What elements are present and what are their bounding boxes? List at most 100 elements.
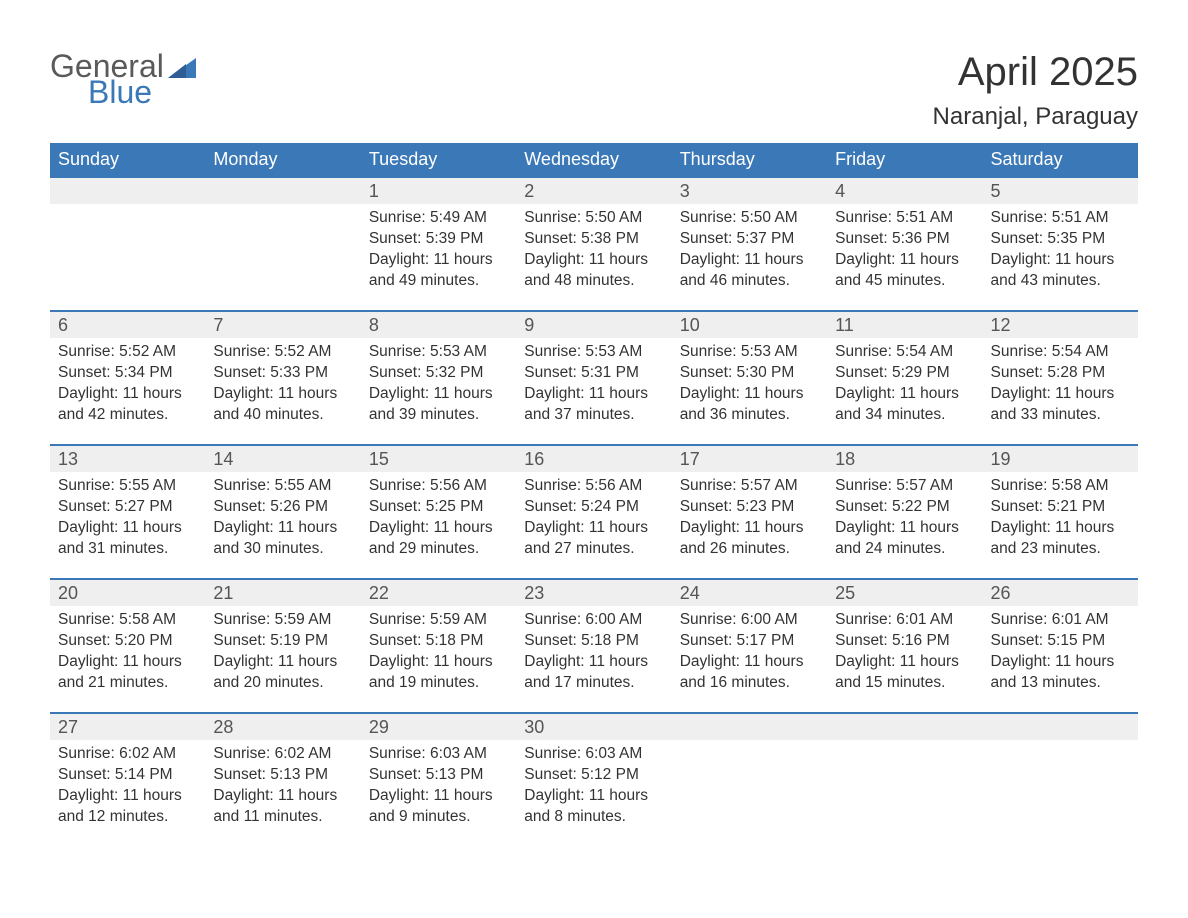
day-number: 13 bbox=[50, 446, 205, 472]
day-number bbox=[983, 714, 1138, 740]
day-body: Sunrise: 5:51 AMSunset: 5:35 PMDaylight:… bbox=[983, 204, 1138, 300]
title-block: April 2025 Naranjal, Paraguay bbox=[933, 50, 1138, 131]
sunrise-line: Sunrise: 5:50 AM bbox=[680, 208, 819, 229]
sunrise-line: Sunrise: 6:02 AM bbox=[213, 744, 352, 765]
calendar-cell: 26Sunrise: 6:01 AMSunset: 5:15 PMDayligh… bbox=[983, 579, 1138, 713]
calendar-day-header: Sunday bbox=[50, 143, 205, 177]
sunrise-line: Sunrise: 5:51 AM bbox=[991, 208, 1130, 229]
sunrise-line: Sunrise: 6:03 AM bbox=[524, 744, 663, 765]
daylight-line: Daylight: 11 hours and 15 minutes. bbox=[835, 652, 974, 694]
daylight-line: Daylight: 11 hours and 49 minutes. bbox=[369, 250, 508, 292]
calendar-cell: 15Sunrise: 5:56 AMSunset: 5:25 PMDayligh… bbox=[361, 445, 516, 579]
page-title: April 2025 bbox=[933, 50, 1138, 95]
calendar-week-row: 27Sunrise: 6:02 AMSunset: 5:14 PMDayligh… bbox=[50, 713, 1138, 847]
day-number: 7 bbox=[205, 312, 360, 338]
day-body: Sunrise: 5:58 AMSunset: 5:20 PMDaylight:… bbox=[50, 606, 205, 702]
calendar-cell: 6Sunrise: 5:52 AMSunset: 5:34 PMDaylight… bbox=[50, 311, 205, 445]
calendar-day-header: Friday bbox=[827, 143, 982, 177]
calendar-cell: 17Sunrise: 5:57 AMSunset: 5:23 PMDayligh… bbox=[672, 445, 827, 579]
sunset-line: Sunset: 5:20 PM bbox=[58, 631, 197, 652]
day-body: Sunrise: 5:56 AMSunset: 5:25 PMDaylight:… bbox=[361, 472, 516, 568]
calendar-cell bbox=[827, 713, 982, 847]
daylight-line: Daylight: 11 hours and 39 minutes. bbox=[369, 384, 508, 426]
day-number: 5 bbox=[983, 178, 1138, 204]
calendar-cell: 30Sunrise: 6:03 AMSunset: 5:12 PMDayligh… bbox=[516, 713, 671, 847]
logo: General Blue bbox=[50, 50, 196, 108]
sunrise-line: Sunrise: 5:58 AM bbox=[58, 610, 197, 631]
sunrise-line: Sunrise: 5:54 AM bbox=[991, 342, 1130, 363]
day-number: 9 bbox=[516, 312, 671, 338]
header: General Blue April 2025 Naranjal, Paragu… bbox=[50, 50, 1138, 131]
daylight-line: Daylight: 11 hours and 8 minutes. bbox=[524, 786, 663, 828]
daylight-line: Daylight: 11 hours and 29 minutes. bbox=[369, 518, 508, 560]
day-number: 23 bbox=[516, 580, 671, 606]
sunset-line: Sunset: 5:34 PM bbox=[58, 363, 197, 384]
sunrise-line: Sunrise: 5:50 AM bbox=[524, 208, 663, 229]
sunset-line: Sunset: 5:36 PM bbox=[835, 229, 974, 250]
calendar-day-header: Monday bbox=[205, 143, 360, 177]
daylight-line: Daylight: 11 hours and 23 minutes. bbox=[991, 518, 1130, 560]
page-subtitle: Naranjal, Paraguay bbox=[933, 103, 1138, 131]
sunrise-line: Sunrise: 6:00 AM bbox=[680, 610, 819, 631]
day-number: 26 bbox=[983, 580, 1138, 606]
flag-icon bbox=[168, 58, 196, 78]
sunrise-line: Sunrise: 6:03 AM bbox=[369, 744, 508, 765]
daylight-line: Daylight: 11 hours and 13 minutes. bbox=[991, 652, 1130, 694]
calendar-cell: 2Sunrise: 5:50 AMSunset: 5:38 PMDaylight… bbox=[516, 177, 671, 311]
day-number: 22 bbox=[361, 580, 516, 606]
sunrise-line: Sunrise: 6:00 AM bbox=[524, 610, 663, 631]
calendar-cell: 9Sunrise: 5:53 AMSunset: 5:31 PMDaylight… bbox=[516, 311, 671, 445]
calendar-week-row: 20Sunrise: 5:58 AMSunset: 5:20 PMDayligh… bbox=[50, 579, 1138, 713]
sunset-line: Sunset: 5:13 PM bbox=[213, 765, 352, 786]
calendar-cell bbox=[205, 177, 360, 311]
day-number: 20 bbox=[50, 580, 205, 606]
calendar-cell: 5Sunrise: 5:51 AMSunset: 5:35 PMDaylight… bbox=[983, 177, 1138, 311]
calendar-cell: 11Sunrise: 5:54 AMSunset: 5:29 PMDayligh… bbox=[827, 311, 982, 445]
day-number: 17 bbox=[672, 446, 827, 472]
calendar-day-header: Saturday bbox=[983, 143, 1138, 177]
sunrise-line: Sunrise: 6:02 AM bbox=[58, 744, 197, 765]
day-body: Sunrise: 5:59 AMSunset: 5:19 PMDaylight:… bbox=[205, 606, 360, 702]
day-number bbox=[205, 178, 360, 204]
calendar-cell: 10Sunrise: 5:53 AMSunset: 5:30 PMDayligh… bbox=[672, 311, 827, 445]
daylight-line: Daylight: 11 hours and 37 minutes. bbox=[524, 384, 663, 426]
sunset-line: Sunset: 5:38 PM bbox=[524, 229, 663, 250]
day-body: Sunrise: 5:50 AMSunset: 5:37 PMDaylight:… bbox=[672, 204, 827, 300]
calendar-cell: 27Sunrise: 6:02 AMSunset: 5:14 PMDayligh… bbox=[50, 713, 205, 847]
calendar-cell: 1Sunrise: 5:49 AMSunset: 5:39 PMDaylight… bbox=[361, 177, 516, 311]
day-body: Sunrise: 6:02 AMSunset: 5:13 PMDaylight:… bbox=[205, 740, 360, 836]
calendar-cell bbox=[50, 177, 205, 311]
day-body: Sunrise: 5:55 AMSunset: 5:26 PMDaylight:… bbox=[205, 472, 360, 568]
day-body: Sunrise: 5:55 AMSunset: 5:27 PMDaylight:… bbox=[50, 472, 205, 568]
sunset-line: Sunset: 5:19 PM bbox=[213, 631, 352, 652]
daylight-line: Daylight: 11 hours and 11 minutes. bbox=[213, 786, 352, 828]
daylight-line: Daylight: 11 hours and 40 minutes. bbox=[213, 384, 352, 426]
calendar-cell: 20Sunrise: 5:58 AMSunset: 5:20 PMDayligh… bbox=[50, 579, 205, 713]
calendar-cell: 14Sunrise: 5:55 AMSunset: 5:26 PMDayligh… bbox=[205, 445, 360, 579]
daylight-line: Daylight: 11 hours and 34 minutes. bbox=[835, 384, 974, 426]
daylight-line: Daylight: 11 hours and 45 minutes. bbox=[835, 250, 974, 292]
sunset-line: Sunset: 5:15 PM bbox=[991, 631, 1130, 652]
day-body: Sunrise: 6:03 AMSunset: 5:13 PMDaylight:… bbox=[361, 740, 516, 836]
sunrise-line: Sunrise: 5:55 AM bbox=[213, 476, 352, 497]
sunrise-line: Sunrise: 5:53 AM bbox=[524, 342, 663, 363]
sunrise-line: Sunrise: 6:01 AM bbox=[835, 610, 974, 631]
sunset-line: Sunset: 5:28 PM bbox=[991, 363, 1130, 384]
sunset-line: Sunset: 5:24 PM bbox=[524, 497, 663, 518]
sunset-line: Sunset: 5:33 PM bbox=[213, 363, 352, 384]
calendar-header-row: SundayMondayTuesdayWednesdayThursdayFrid… bbox=[50, 143, 1138, 177]
sunset-line: Sunset: 5:14 PM bbox=[58, 765, 197, 786]
day-body: Sunrise: 5:53 AMSunset: 5:32 PMDaylight:… bbox=[361, 338, 516, 434]
sunset-line: Sunset: 5:23 PM bbox=[680, 497, 819, 518]
sunrise-line: Sunrise: 5:54 AM bbox=[835, 342, 974, 363]
day-number: 19 bbox=[983, 446, 1138, 472]
calendar-cell: 3Sunrise: 5:50 AMSunset: 5:37 PMDaylight… bbox=[672, 177, 827, 311]
daylight-line: Daylight: 11 hours and 30 minutes. bbox=[213, 518, 352, 560]
sunset-line: Sunset: 5:18 PM bbox=[524, 631, 663, 652]
sunset-line: Sunset: 5:30 PM bbox=[680, 363, 819, 384]
day-number: 12 bbox=[983, 312, 1138, 338]
calendar-cell: 28Sunrise: 6:02 AMSunset: 5:13 PMDayligh… bbox=[205, 713, 360, 847]
sunrise-line: Sunrise: 5:59 AM bbox=[213, 610, 352, 631]
sunset-line: Sunset: 5:18 PM bbox=[369, 631, 508, 652]
calendar-day-header: Tuesday bbox=[361, 143, 516, 177]
